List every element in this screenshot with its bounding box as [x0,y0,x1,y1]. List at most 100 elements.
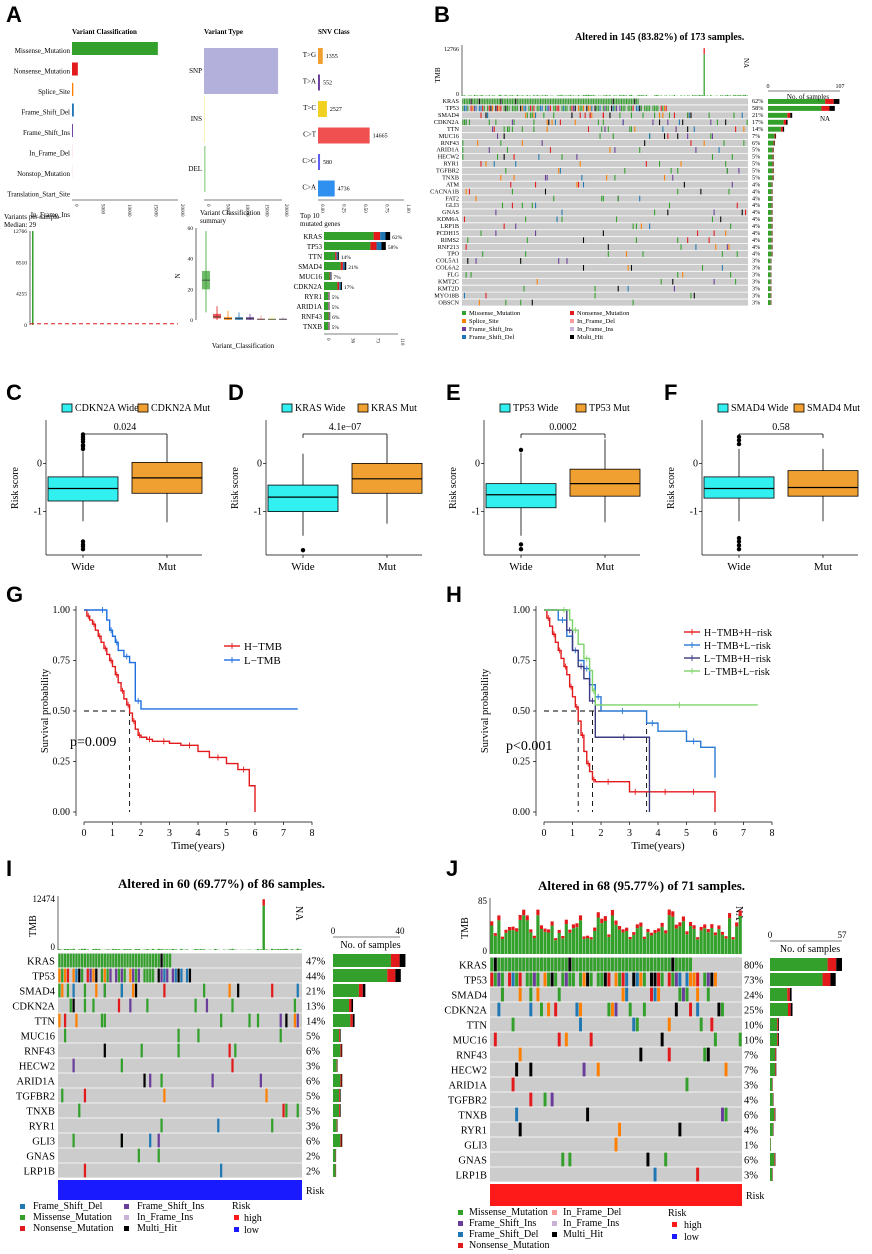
b-side-bar-nonsense [774,133,776,139]
f-legend-mut: SMAD4 Mut [807,403,860,414]
i-cell [146,998,149,1013]
j-tmb-bar-top [497,915,501,921]
f-legend-wide: SMAD4 Wide [731,403,789,414]
j-cell [671,972,675,987]
b-cell [544,105,547,112]
b-cell [503,98,505,105]
i-tmb-bar [114,949,118,950]
j-cell [689,1002,693,1017]
j-cell [508,957,511,972]
i-cell [92,998,95,1013]
j-tmb-bar [657,931,661,954]
j-pct-label: 3% [744,1170,758,1181]
j-tmb-bar [738,916,742,954]
j-cell [593,957,597,972]
b-cell [596,98,598,105]
b-cell [688,112,690,119]
j-side-bar-missense [770,1003,788,1016]
f-legend-mut-swatch [793,403,805,413]
b-cell [604,126,606,133]
j-tmb-bar-top [681,916,686,922]
b-cell [629,98,631,105]
b-cell [586,105,588,112]
b-cell [490,105,492,112]
i-pct-label: 6% [306,1136,320,1147]
b-tmb-bar [609,94,611,96]
b-tmb-bar [629,95,631,96]
b-cell [487,105,489,112]
b-cell [465,105,467,112]
j-side-bar-missense [770,1048,776,1061]
b-cell [736,202,738,209]
a-snv-bar [318,180,335,197]
a-top10-pct-label: 17% [344,285,355,291]
i-side-bar-multi [341,1134,343,1147]
b-side-bar-missense [768,99,826,104]
b-cell [546,105,548,112]
j-tmb-bar [607,936,611,954]
b-tmb-bar [589,94,591,96]
j-side-bar-missense [770,973,823,986]
a-vt-x-tick: 5000 [225,204,230,215]
i-cell [168,953,172,968]
i-tmb-bar [95,948,98,950]
a-top10-x-tick: 36 [350,338,355,344]
b-cell [700,188,702,195]
d-legend-wide-swatch [281,403,293,413]
a-vc-category-label: Frame_Shift_Del [21,109,70,117]
j-cell [550,972,554,987]
j-cell [713,1032,717,1047]
a-top10-bar-nonsense [328,322,329,330]
i-tmb-bar [157,948,160,950]
d-legend-wide: KRAS Wide [295,403,346,414]
b-cell [612,98,614,105]
i-cell [83,953,87,968]
j-cell [706,972,710,987]
j-gene-label: TP53 [464,975,487,986]
i-cell [293,1013,297,1028]
b-cell [632,223,634,230]
b-tmb-bar [619,94,621,96]
i-cell [95,968,98,983]
j-pct-label: 4% [744,1125,758,1136]
b-tmb-bar [511,95,514,96]
j-cell [664,1152,668,1167]
b-cell [582,237,585,243]
a-vt-bar [204,146,206,192]
j-tmb-bar-top [568,929,572,933]
a-snv-value-label: 552 [323,81,332,87]
j-cell [525,957,529,972]
b-cell [663,133,666,139]
f-outlier [736,543,742,548]
i-tmb-bar [58,949,61,950]
b-side-bar-missense [768,189,772,195]
i-gene-label: LRP1B [23,1166,55,1177]
i-side-bar-multi [341,1074,343,1087]
i-tmb-bar [299,949,302,950]
j-risk-legend-title: Risk [668,1208,686,1219]
i-side-bar-missense [333,969,388,982]
b-cell [566,258,568,264]
b-cell [493,126,495,133]
j-tmb-bar [692,928,696,954]
i-side-bar-multi [362,984,366,997]
b-cell [510,181,512,188]
a-snv-x-tick: 0.50 [362,204,367,213]
b-gene-label: SMAD4 [438,112,459,119]
b-cell [591,112,593,119]
j-side-bar-missense [770,958,828,971]
i-legend-label: Frame_Shift_Ins [137,1201,204,1212]
i-cell [285,1013,288,1028]
j-cell [625,957,629,972]
b-legend-label: Frame_Shift_Del [469,334,514,341]
b-cell [693,126,695,133]
b-side-bar-missense [768,147,773,153]
i-tmb-bar [166,949,169,950]
a-vc-x-tick: 5000 [100,204,105,215]
b-tmb-bar [614,95,616,96]
j-cell [621,987,625,1002]
b-cell [581,105,583,112]
i-tmb-bar [160,949,163,950]
e-box [485,483,557,509]
b-cell [619,98,621,105]
